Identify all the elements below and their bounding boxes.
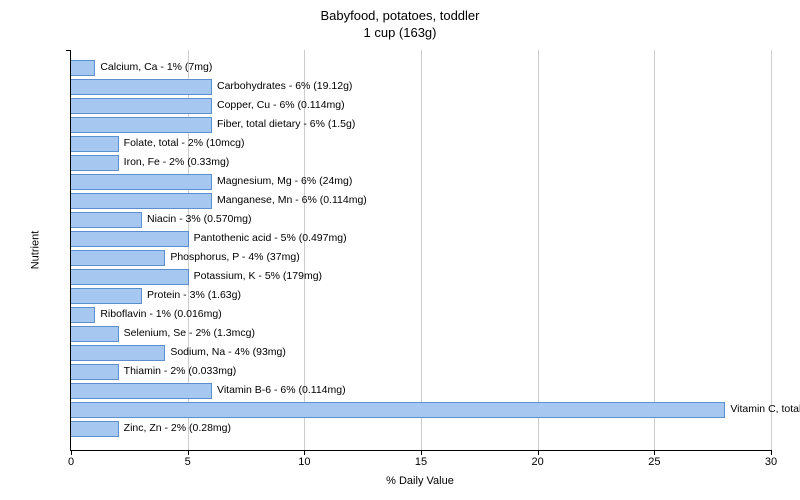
gridline xyxy=(421,50,422,450)
x-tick-label: 15 xyxy=(415,456,427,468)
bar xyxy=(71,307,95,323)
bar-label: Protein - 3% (1.63g) xyxy=(143,288,241,302)
x-tick-label: 30 xyxy=(765,456,777,468)
x-tick-mark xyxy=(538,450,539,455)
bar xyxy=(71,421,119,437)
bar xyxy=(71,136,119,152)
y-axis-top-tick xyxy=(66,50,71,51)
bar xyxy=(71,250,165,266)
x-tick-mark xyxy=(71,450,72,455)
bar-label: Sodium, Na - 4% (93mg) xyxy=(166,345,286,359)
x-axis-title: % Daily Value xyxy=(70,475,770,487)
bar xyxy=(71,155,119,171)
y-axis-title: Nutrient xyxy=(29,231,41,270)
bar-label: Carbohydrates - 6% (19.12g) xyxy=(213,79,352,93)
bar xyxy=(71,231,189,247)
bar-label: Niacin - 3% (0.570mg) xyxy=(143,212,251,226)
bar xyxy=(71,174,212,190)
gridline xyxy=(771,50,772,450)
bar xyxy=(71,383,212,399)
bar xyxy=(71,79,212,95)
x-tick-label: 25 xyxy=(648,456,660,468)
bar xyxy=(71,117,212,133)
bar xyxy=(71,98,212,114)
bar-label: Fiber, total dietary - 6% (1.5g) xyxy=(213,117,355,131)
bar-label: Manganese, Mn - 6% (0.114mg) xyxy=(213,193,367,207)
nutrient-chart: Babyfood, potatoes, toddler 1 cup (163g)… xyxy=(0,0,800,500)
bar-label: Iron, Fe - 2% (0.33mg) xyxy=(120,155,230,169)
bar xyxy=(71,193,212,209)
gridline xyxy=(538,50,539,450)
bar-label: Copper, Cu - 6% (0.114mg) xyxy=(213,98,345,112)
bar xyxy=(71,60,95,76)
bar xyxy=(71,269,189,285)
x-tick-mark xyxy=(188,450,189,455)
bar-label: Thiamin - 2% (0.033mg) xyxy=(120,364,237,378)
x-tick-mark xyxy=(654,450,655,455)
title-line-1: Babyfood, potatoes, toddler xyxy=(320,8,479,23)
bar-label: Selenium, Se - 2% (1.3mcg) xyxy=(120,326,255,340)
bar-label: Magnesium, Mg - 6% (24mg) xyxy=(213,174,352,188)
plot-area: 051015202530Calcium, Ca - 1% (7mg)Carboh… xyxy=(70,50,771,451)
x-tick-label: 20 xyxy=(532,456,544,468)
bar xyxy=(71,364,119,380)
bar-label: Vitamin C, total ascorbic acid - 28% (17… xyxy=(726,402,800,416)
gridline xyxy=(654,50,655,450)
bar xyxy=(71,402,725,418)
bar-label: Riboflavin - 1% (0.016mg) xyxy=(96,307,221,321)
bar xyxy=(71,212,142,228)
bar-label: Calcium, Ca - 1% (7mg) xyxy=(96,60,212,74)
x-tick-mark xyxy=(421,450,422,455)
bar-label: Potassium, K - 5% (179mg) xyxy=(190,269,322,283)
x-tick-label: 10 xyxy=(298,456,310,468)
x-tick-mark xyxy=(304,450,305,455)
x-tick-label: 0 xyxy=(68,456,74,468)
x-tick-label: 5 xyxy=(185,456,191,468)
bar xyxy=(71,345,165,361)
bar-label: Pantothenic acid - 5% (0.497mg) xyxy=(190,231,347,245)
bar-label: Folate, total - 2% (10mcg) xyxy=(120,136,245,150)
bar xyxy=(71,288,142,304)
bar xyxy=(71,326,119,342)
chart-title: Babyfood, potatoes, toddler 1 cup (163g) xyxy=(0,0,800,42)
bar-label: Zinc, Zn - 2% (0.28mg) xyxy=(120,421,231,435)
title-line-2: 1 cup (163g) xyxy=(364,25,437,40)
bar-label: Phosphorus, P - 4% (37mg) xyxy=(166,250,299,264)
x-tick-mark xyxy=(771,450,772,455)
bar-label: Vitamin B-6 - 6% (0.114mg) xyxy=(213,383,346,397)
